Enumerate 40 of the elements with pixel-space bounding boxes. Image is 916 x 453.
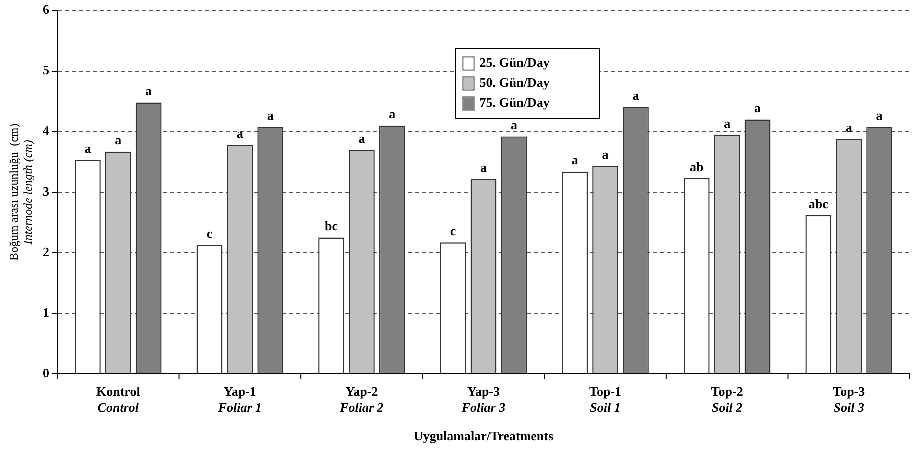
y-axis-title: Boğum arası uzunluğu (cm) Internode length (cm) <box>7 124 36 262</box>
y-tick-label: 3 <box>43 184 50 199</box>
x-tick-label: Top-1 Soil 1 <box>590 384 622 415</box>
legend-label: 50. Gün/Day <box>480 75 550 90</box>
x-tick-label: Top-2 Soil 2 <box>711 384 744 415</box>
data-label: a <box>510 118 518 133</box>
data-label: c <box>450 224 456 238</box>
x-tick-label: Yap-3 Foliar 3 <box>460 384 506 415</box>
data-label: a <box>876 108 884 123</box>
data-label: a <box>602 147 610 162</box>
y-tick-label: 1 <box>43 304 50 320</box>
x-tick-label: Yap-2 Foliar 2 <box>339 384 384 415</box>
data-label: a <box>236 126 244 142</box>
x-axis-title: Uygulamalar/Treatments <box>414 428 554 444</box>
data-label: a <box>358 130 366 146</box>
y-tick-label: 6 <box>43 2 50 18</box>
legend-label: 25. Gün/Day <box>480 55 550 70</box>
data-label: a <box>115 132 122 148</box>
y-tick-label: 2 <box>43 244 50 260</box>
data-label: a <box>846 120 853 135</box>
data-label: a <box>572 152 579 168</box>
legend-label: 75. Gün/Day <box>480 95 550 110</box>
x-tick-label: Yap-1 Foliar 1 <box>217 384 262 415</box>
data-label: a <box>754 100 762 116</box>
data-label: abc <box>808 196 829 212</box>
data-label: a <box>267 108 274 123</box>
data-label: c <box>206 226 213 241</box>
data-label: a <box>724 116 732 131</box>
x-tick-label: Kontrol Control <box>96 384 141 415</box>
data-label: a <box>480 160 488 175</box>
data-label: a <box>632 88 640 103</box>
data-label: a <box>146 84 153 99</box>
x-tick-label: Top-3 Soil 3 <box>833 384 866 415</box>
y-tick-label: 5 <box>43 62 50 78</box>
y-tick-label: 4 <box>43 123 50 138</box>
data-label: bc <box>325 218 338 234</box>
y-tick-label: 0 <box>43 365 50 380</box>
data-label: a <box>84 141 92 156</box>
data-label: ab <box>690 159 704 174</box>
data-label: a <box>389 106 396 122</box>
